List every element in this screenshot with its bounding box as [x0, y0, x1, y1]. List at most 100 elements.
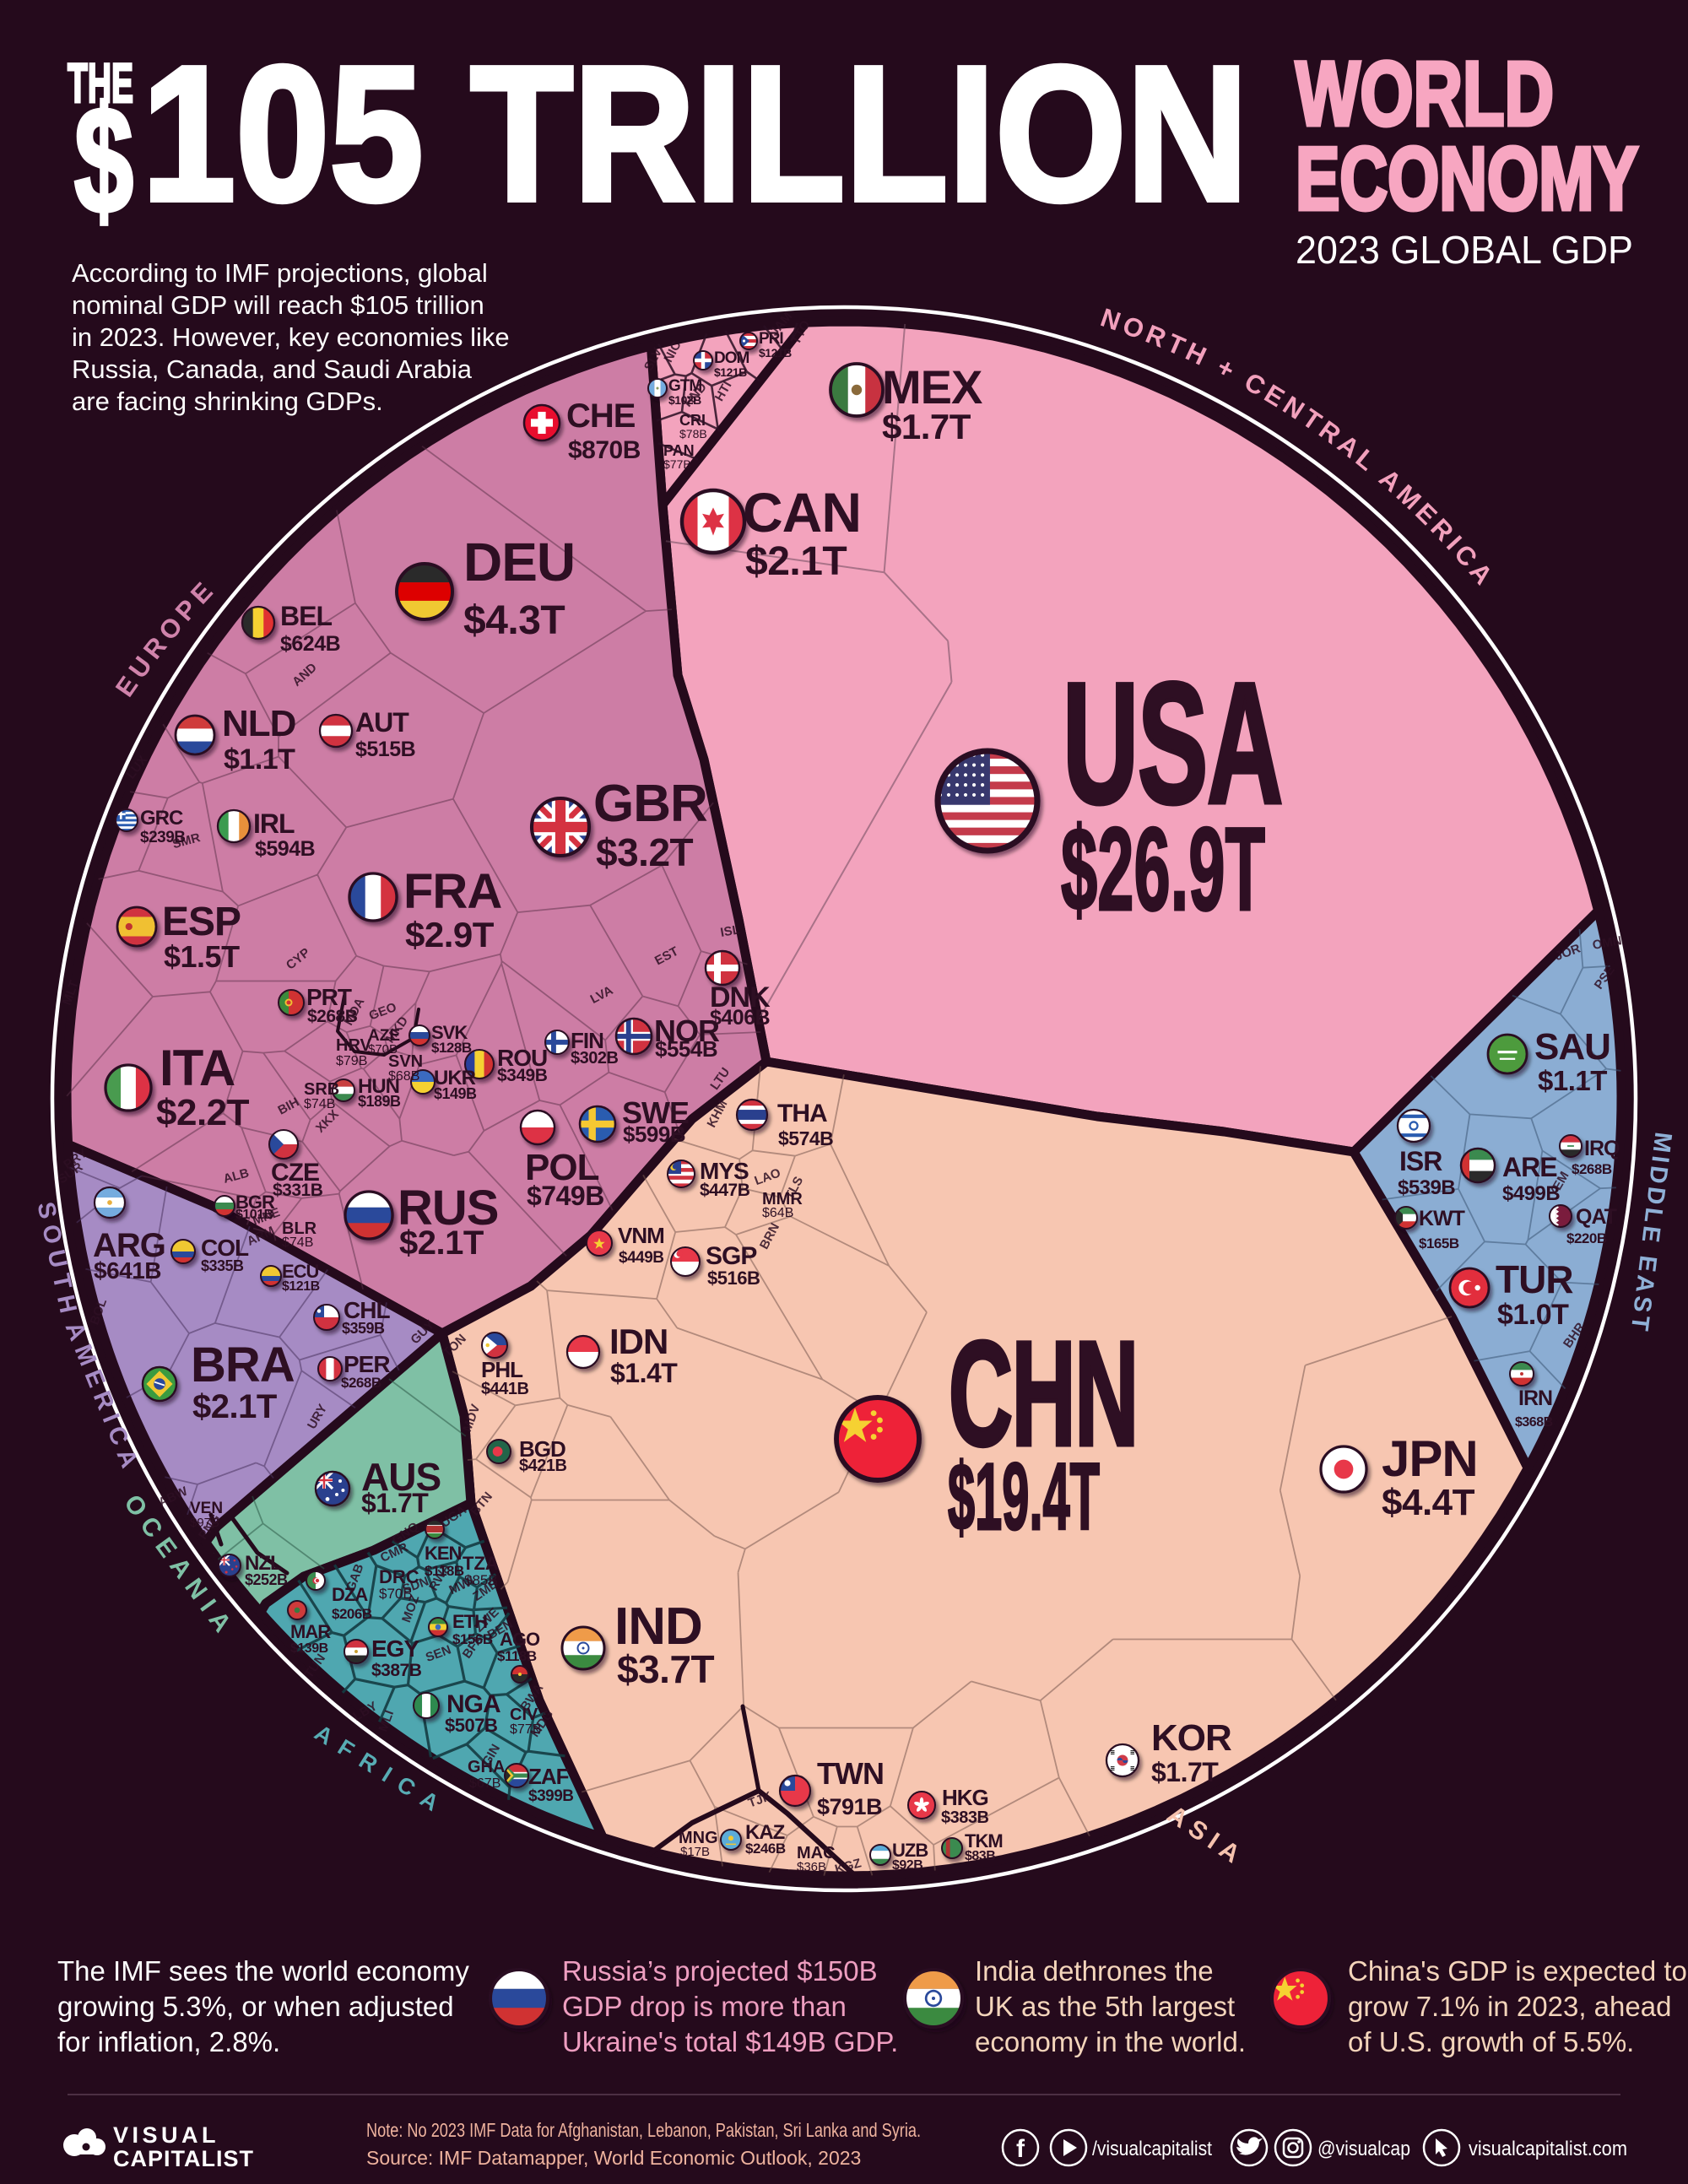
svg-text:$128B: $128B — [431, 1040, 472, 1056]
svg-text:$149B: $149B — [434, 1085, 477, 1102]
svg-text:$2.1T: $2.1T — [745, 539, 847, 584]
svg-text:AZE: AZE — [368, 1027, 400, 1045]
svg-text:FRA: FRA — [403, 864, 501, 919]
svg-text:$2.2T: $2.2T — [156, 1092, 250, 1133]
svg-text:$1.7T: $1.7T — [1151, 1757, 1219, 1787]
svg-text:$102B: $102B — [668, 393, 701, 407]
svg-text:$118B: $118B — [425, 1563, 464, 1579]
svg-text:$499B: $499B — [1502, 1182, 1560, 1205]
svg-text:$870B: $870B — [568, 436, 641, 464]
svg-text:are facing shrinking GDPs.: are facing shrinking GDPs. — [72, 387, 383, 416]
svg-text:/visualcapitalist: /visualcapitalist — [1092, 2138, 1212, 2160]
svg-text:KOR: KOR — [1151, 1717, 1231, 1759]
svg-text:NLD: NLD — [222, 703, 295, 744]
svg-text:$68B: $68B — [388, 1069, 419, 1084]
svg-text:$85B: $85B — [464, 1572, 498, 1588]
svg-text:SWE: SWE — [622, 1095, 689, 1130]
svg-text:DNK: DNK — [710, 981, 771, 1014]
svg-text:DOM: DOM — [714, 349, 749, 367]
svg-text:The IMF sees the world economy: The IMF sees the world economy — [57, 1955, 469, 1987]
svg-text:HUN: HUN — [358, 1075, 399, 1098]
svg-text:CIV: CIV — [510, 1706, 538, 1724]
svg-text:$2.1T: $2.1T — [399, 1224, 484, 1262]
svg-text:Note: No 2023 IMF Data for Afg: Note: No 2023 IMF Data for Afghanistan, … — [366, 2119, 921, 2141]
svg-text:$239B: $239B — [140, 829, 186, 846]
svg-text:COL: COL — [201, 1235, 249, 1261]
svg-text:CHN: CHN — [949, 1311, 1138, 1477]
svg-text:Russia, Canada, and Saudi Arab: Russia, Canada, and Saudi Arabia — [72, 354, 473, 384]
svg-text:DZA: DZA — [332, 1584, 368, 1605]
svg-text:CHE: CHE — [566, 397, 636, 435]
svg-text:UK as the 5th largest: UK as the 5th largest — [975, 1991, 1235, 2022]
svg-text:$624B: $624B — [280, 632, 340, 656]
svg-text:$4.4T: $4.4T — [1382, 1482, 1475, 1523]
svg-text:$331B: $331B — [273, 1181, 323, 1200]
svg-text:India dethrones the: India dethrones the — [975, 1955, 1214, 1987]
svg-text:$220B: $220B — [1566, 1230, 1607, 1246]
svg-text:DEU: DEU — [463, 532, 575, 592]
svg-text:ARE: ARE — [1502, 1152, 1557, 1182]
svg-text:PRI: PRI — [759, 330, 783, 348]
svg-text:DRC: DRC — [379, 1566, 419, 1587]
svg-text:TWN: TWN — [817, 1756, 884, 1791]
svg-text:$507B: $507B — [445, 1715, 497, 1736]
svg-text:BRA: BRA — [191, 1338, 295, 1392]
svg-text:$77B: $77B — [510, 1722, 541, 1737]
svg-text:$539B: $539B — [1398, 1176, 1455, 1199]
svg-text:$77B: $77B — [663, 457, 691, 471]
svg-text:HKG: HKG — [942, 1785, 988, 1810]
svg-text:ROU: ROU — [497, 1045, 547, 1071]
svg-text:$3.7T: $3.7T — [617, 1647, 715, 1691]
svg-text:$74B: $74B — [282, 1235, 313, 1250]
svg-text:KAZ: KAZ — [745, 1821, 785, 1844]
svg-text:TKM: TKM — [965, 1830, 1003, 1852]
svg-text:BEL: BEL — [280, 601, 332, 631]
svg-text:TUR: TUR — [1496, 1257, 1573, 1301]
svg-text:$447B: $447B — [700, 1181, 750, 1200]
svg-text:$594B: $594B — [255, 837, 315, 861]
svg-text:$516B: $516B — [707, 1268, 760, 1289]
svg-text:$36B: $36B — [797, 1860, 826, 1874]
svg-text:ARG: ARG — [93, 1227, 165, 1264]
svg-text:$335B: $335B — [201, 1257, 244, 1274]
svg-text:VEN: VEN — [190, 1500, 223, 1517]
svg-text:$67B: $67B — [469, 1776, 500, 1791]
svg-text:UZB: UZB — [892, 1840, 928, 1861]
svg-text:visualcapitalist.com: visualcapitalist.com — [1469, 2138, 1627, 2160]
svg-text:AGO: AGO — [500, 1629, 540, 1650]
svg-text:SGP: SGP — [706, 1242, 756, 1270]
svg-text:IDN: IDN — [609, 1322, 668, 1361]
svg-text:$1.7T: $1.7T — [361, 1488, 429, 1518]
svg-text:$70B: $70B — [379, 1586, 413, 1602]
svg-text:BGR: BGR — [235, 1192, 275, 1213]
svg-text:$749B: $749B — [527, 1181, 604, 1211]
svg-text:VNM: VNM — [618, 1223, 664, 1248]
svg-text:According to IMF projections,: According to IMF projections, global — [72, 258, 488, 288]
svg-text:$515B: $515B — [355, 738, 415, 761]
svg-text:TZA: TZA — [463, 1553, 499, 1574]
svg-text:$368B: $368B — [1515, 1415, 1553, 1430]
svg-text:NOR: NOR — [654, 1014, 720, 1048]
svg-text:BLR: BLR — [282, 1219, 317, 1238]
svg-text:IRQ: IRQ — [1584, 1137, 1620, 1160]
svg-text:EGY: EGY — [371, 1635, 419, 1662]
svg-text:$383B: $383B — [941, 1808, 988, 1827]
svg-text:$349B: $349B — [497, 1066, 548, 1085]
svg-text:MAR: MAR — [290, 1621, 331, 1642]
svg-text:KWT: KWT — [1419, 1207, 1465, 1230]
svg-text:$1.1T: $1.1T — [224, 743, 295, 776]
svg-text:PAN: PAN — [663, 442, 695, 459]
svg-text:economy in the world.: economy in the world. — [975, 2026, 1246, 2057]
svg-text:$2.9T: $2.9T — [405, 915, 495, 954]
svg-text:$64B: $64B — [762, 1206, 793, 1220]
svg-text:$26.9T: $26.9T — [1061, 803, 1265, 935]
svg-text:$17B: $17B — [680, 1845, 710, 1859]
svg-text:ISL: ISL — [719, 922, 741, 940]
svg-text:MNG: MNG — [679, 1829, 718, 1847]
svg-text:HRV: HRV — [336, 1036, 372, 1055]
svg-text:AUS: AUS — [361, 1455, 441, 1499]
svg-text:$359B: $359B — [342, 1320, 385, 1337]
svg-text:CRI: CRI — [679, 412, 706, 429]
svg-text:AUT: AUT — [355, 707, 409, 738]
svg-text:$121B: $121B — [714, 365, 747, 379]
